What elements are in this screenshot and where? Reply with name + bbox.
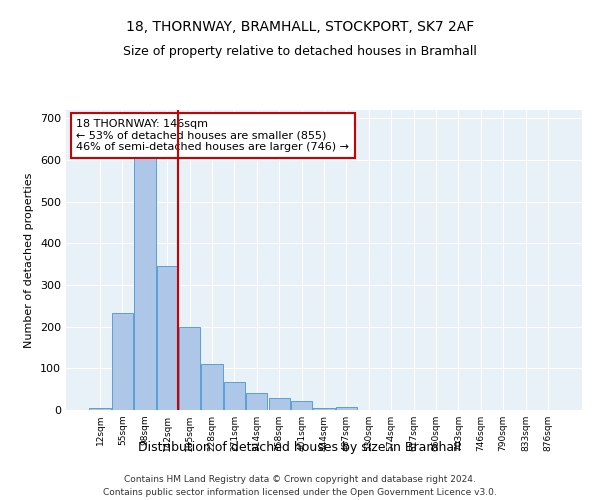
Text: Contains public sector information licensed under the Open Government Licence v3: Contains public sector information licen… [103,488,497,497]
Y-axis label: Number of detached properties: Number of detached properties [25,172,34,348]
Bar [224,382,245,410]
Text: Size of property relative to detached houses in Bramhall: Size of property relative to detached ho… [123,45,477,58]
Bar [291,401,312,410]
Bar [313,408,335,410]
Bar [202,364,223,410]
Text: Contains HM Land Registry data © Crown copyright and database right 2024.: Contains HM Land Registry data © Crown c… [124,476,476,484]
Bar [179,326,200,410]
Bar [336,406,357,410]
Text: Distribution of detached houses by size in Bramhall: Distribution of detached houses by size … [139,441,461,454]
Bar [134,146,155,410]
Bar [89,408,111,410]
Bar [269,398,290,410]
Bar [157,266,178,410]
Text: 18, THORNWAY, BRAMHALL, STOCKPORT, SK7 2AF: 18, THORNWAY, BRAMHALL, STOCKPORT, SK7 2… [126,20,474,34]
Bar [112,314,133,410]
Bar [246,394,268,410]
Text: 18 THORNWAY: 146sqm
← 53% of detached houses are smaller (855)
46% of semi-detac: 18 THORNWAY: 146sqm ← 53% of detached ho… [76,119,349,152]
